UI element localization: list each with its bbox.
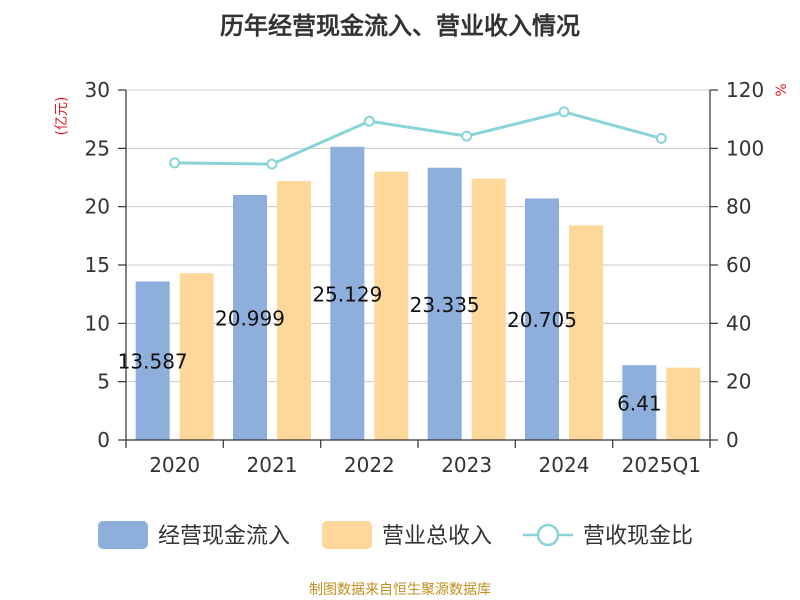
- right-axis-tick-label: 20: [726, 370, 751, 394]
- cash-inflow-bar: [427, 167, 462, 440]
- x-axis-tick-label: 2020: [149, 453, 200, 477]
- ratio-line-point: [558, 106, 570, 118]
- revenue-bar: [569, 225, 603, 440]
- bars: [135, 146, 701, 440]
- cash-inflow-data-label: 6.41: [617, 392, 662, 416]
- x-axis-tick-label: 2023: [441, 453, 492, 477]
- cash-inflow-data-label: 13.587: [118, 350, 188, 374]
- legend-label-cash-inflow[interactable]: 经营现金流入: [158, 524, 290, 549]
- revenue-bar: [471, 178, 506, 440]
- legend-swatch-revenue[interactable]: [322, 521, 372, 549]
- right-axis-tick-label: 120: [726, 78, 764, 102]
- revenue-bar: [179, 273, 214, 440]
- left-axis-unit: (亿元): [54, 97, 70, 136]
- cash-inflow-bar: [233, 195, 267, 440]
- legend-label-ratio[interactable]: 营收现金比: [583, 524, 693, 549]
- right-axis-tick-label: 40: [726, 311, 751, 335]
- left-axis-tick-label: 10: [85, 311, 110, 335]
- cash-inflow-bar: [330, 146, 365, 440]
- cash-inflow-data-label: 20.999: [215, 307, 285, 331]
- revenue-bar: [666, 367, 701, 440]
- left-axis-tick-label: 30: [85, 78, 110, 102]
- axes: 0 5 10 15 20 25 30 0 20 40 60 80 100 120 2020 2021 2022 2…: [85, 78, 765, 477]
- grid-lines: [126, 89, 710, 383]
- cash-inflow-bar: [622, 365, 657, 440]
- x-axis-tick-label: 2022: [344, 453, 395, 477]
- legend-label-revenue[interactable]: 营业总收入: [382, 524, 492, 549]
- cash-inflow-bar: [135, 281, 170, 440]
- right-axis-tick-label: 0: [726, 428, 739, 452]
- legend-swatch-cash-inflow[interactable]: [98, 521, 148, 549]
- ratio-line-path: [174, 110, 662, 166]
- cash-inflow-data-label: 20.705: [507, 308, 577, 332]
- right-axis-tick-label: 100: [726, 136, 764, 160]
- x-axis-tick-label: 2021: [247, 453, 298, 477]
- left-axis-tick-label: 20: [85, 195, 110, 219]
- x-axis-tick-label: 2024: [539, 453, 590, 477]
- cash-inflow-bar: [525, 198, 559, 440]
- revenue-bar: [374, 171, 409, 440]
- right-axis-unit: %: [774, 83, 790, 96]
- ratio-line: [169, 106, 667, 170]
- source-note: 制图数据来自恒生聚源数据库: [309, 582, 491, 598]
- legend[interactable]: 经营现金流入 营业总收入 营收现金比: [98, 521, 693, 549]
- x-axis-tick-label: 2025Q1: [622, 453, 701, 477]
- data-labels: 13.587 20.999 25.129 23.335 20.705 6.41: [118, 282, 662, 415]
- right-axis-tick-label: 80: [726, 195, 751, 219]
- left-axis-tick-label: 5: [97, 370, 110, 394]
- left-axis-tick-label: 15: [85, 253, 110, 277]
- ratio-line-point: [363, 115, 375, 127]
- cash-inflow-data-label: 25.129: [312, 282, 382, 306]
- cash-inflow-data-label: 23.335: [410, 293, 480, 317]
- left-axis-tick-label: 25: [85, 136, 110, 160]
- ratio-line-point: [461, 130, 473, 142]
- legend-swatch-ratio-marker[interactable]: [536, 523, 560, 547]
- revenue-bar: [277, 181, 311, 440]
- chart-title: 历年经营现金流入、营业收入情况: [220, 12, 580, 40]
- right-axis-tick-label: 60: [726, 253, 751, 277]
- left-axis-tick-label: 0: [97, 428, 110, 452]
- ratio-line-point: [655, 132, 667, 144]
- ratio-line-point: [169, 157, 181, 169]
- ratio-line-point: [266, 158, 278, 170]
